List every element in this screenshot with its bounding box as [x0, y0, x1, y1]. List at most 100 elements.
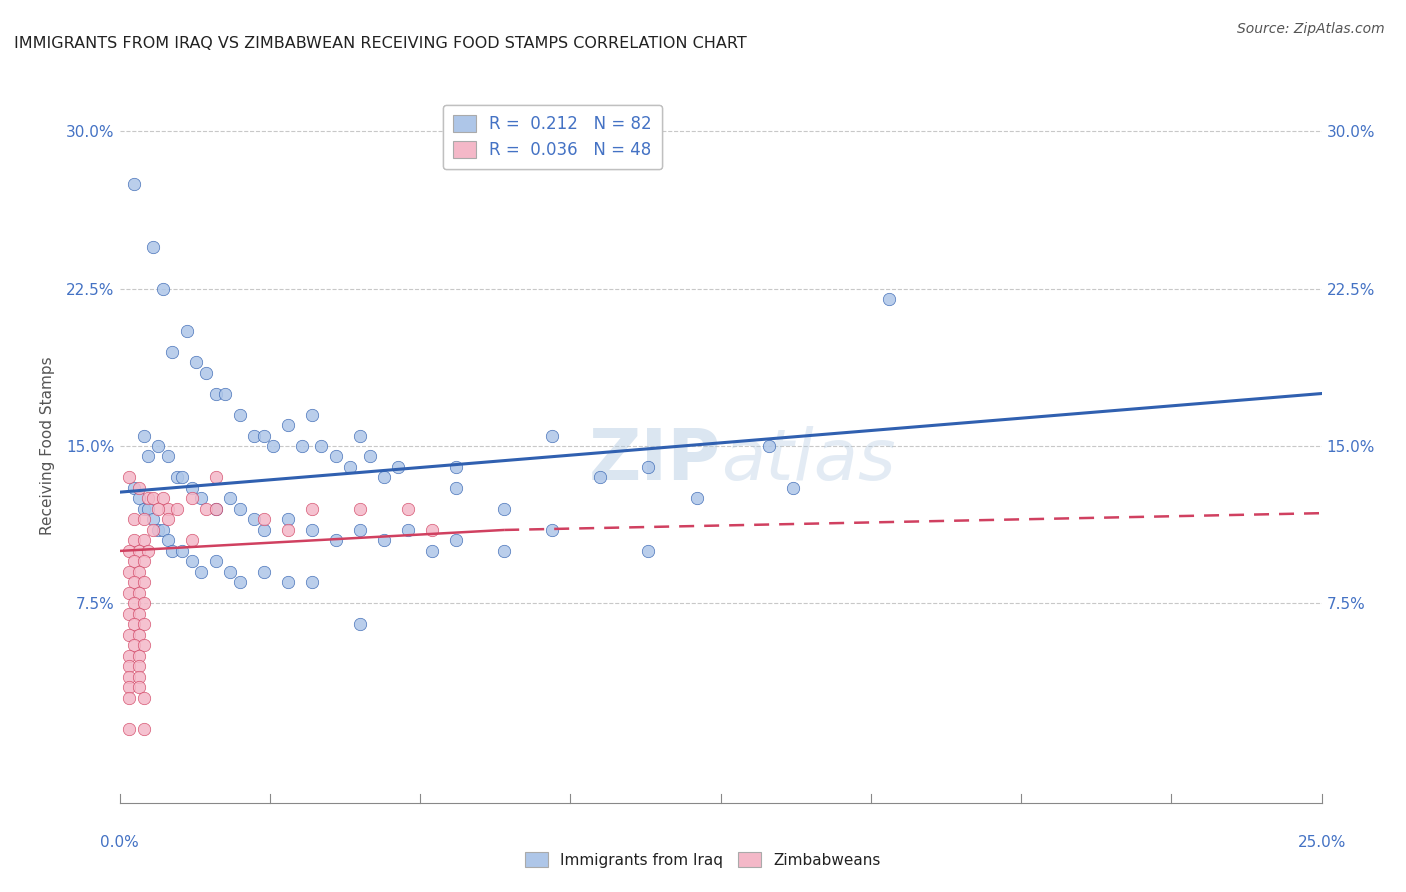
Point [349, 523, 371, 537]
Point [180, 491, 202, 506]
Point [118, 723, 141, 737]
Point [118, 586, 141, 600]
Point [782, 481, 804, 495]
Point [195, 366, 218, 380]
Point [132, 512, 155, 526]
Point [122, 596, 145, 610]
Point [122, 639, 145, 653]
Point [132, 723, 155, 737]
Point [228, 502, 250, 516]
Point [180, 481, 202, 495]
Point [204, 502, 226, 516]
Point [243, 512, 266, 526]
Y-axis label: Receiving Food Stamps: Receiving Food Stamps [39, 357, 55, 535]
Point [128, 481, 150, 495]
Point [128, 565, 150, 579]
Point [156, 450, 179, 464]
Point [146, 439, 169, 453]
Point [420, 544, 443, 558]
Point [325, 450, 347, 464]
Point [152, 491, 174, 506]
Point [253, 523, 276, 537]
Point [176, 324, 198, 338]
Point [253, 428, 276, 442]
Point [118, 565, 141, 579]
Point [420, 523, 443, 537]
Point [156, 502, 179, 516]
Point [118, 544, 141, 558]
Point [132, 575, 155, 590]
Point [152, 282, 174, 296]
Point [262, 439, 284, 453]
Point [190, 491, 212, 506]
Text: ZIP: ZIP [588, 425, 720, 495]
Point [118, 607, 141, 621]
Point [359, 450, 381, 464]
Point [228, 575, 250, 590]
Point [128, 659, 150, 673]
Point [166, 502, 188, 516]
Point [219, 565, 242, 579]
Text: IMMIGRANTS FROM IRAQ VS ZIMBABWEAN RECEIVING FOOD STAMPS CORRELATION CHART: IMMIGRANTS FROM IRAQ VS ZIMBABWEAN RECEI… [14, 36, 747, 51]
Point [204, 470, 226, 484]
Point [146, 523, 169, 537]
Point [118, 670, 141, 684]
Point [204, 502, 226, 516]
Point [138, 491, 160, 506]
Point [128, 607, 150, 621]
Point [128, 628, 150, 642]
Point [118, 648, 141, 663]
Point [138, 502, 160, 516]
Point [219, 491, 242, 506]
Point [339, 460, 361, 475]
Point [877, 292, 900, 306]
Point [758, 439, 780, 453]
Point [277, 417, 299, 432]
Point [118, 628, 141, 642]
Point [146, 502, 169, 516]
Point [128, 586, 150, 600]
Point [204, 554, 226, 568]
Text: 0.0%: 0.0% [100, 836, 139, 850]
Point [128, 491, 150, 506]
Point [186, 355, 208, 369]
Point [132, 617, 155, 632]
Point [128, 648, 150, 663]
Legend: Immigrants from Iraq, Zimbabweans: Immigrants from Iraq, Zimbabweans [519, 846, 887, 873]
Point [156, 512, 179, 526]
Point [142, 239, 165, 253]
Point [301, 408, 323, 422]
Point [156, 533, 179, 548]
Point [166, 470, 188, 484]
Point [118, 690, 141, 705]
Point [132, 502, 155, 516]
Point [162, 344, 184, 359]
Point [122, 481, 145, 495]
Point [349, 617, 371, 632]
Point [180, 554, 202, 568]
Point [190, 565, 212, 579]
Point [373, 533, 395, 548]
Point [132, 554, 155, 568]
Point [122, 533, 145, 548]
Text: Source: ZipAtlas.com: Source: ZipAtlas.com [1237, 22, 1385, 37]
Point [142, 523, 165, 537]
Point [253, 512, 276, 526]
Point [311, 439, 333, 453]
Point [122, 617, 145, 632]
Point [128, 544, 150, 558]
Point [253, 565, 276, 579]
Point [132, 428, 155, 442]
Point [444, 533, 467, 548]
Point [132, 533, 155, 548]
Point [122, 512, 145, 526]
Point [494, 502, 516, 516]
Point [228, 408, 250, 422]
Point [444, 460, 467, 475]
Point [162, 544, 184, 558]
Point [170, 544, 193, 558]
Point [396, 502, 419, 516]
Point [128, 681, 150, 695]
Point [541, 428, 564, 442]
Point [142, 491, 165, 506]
